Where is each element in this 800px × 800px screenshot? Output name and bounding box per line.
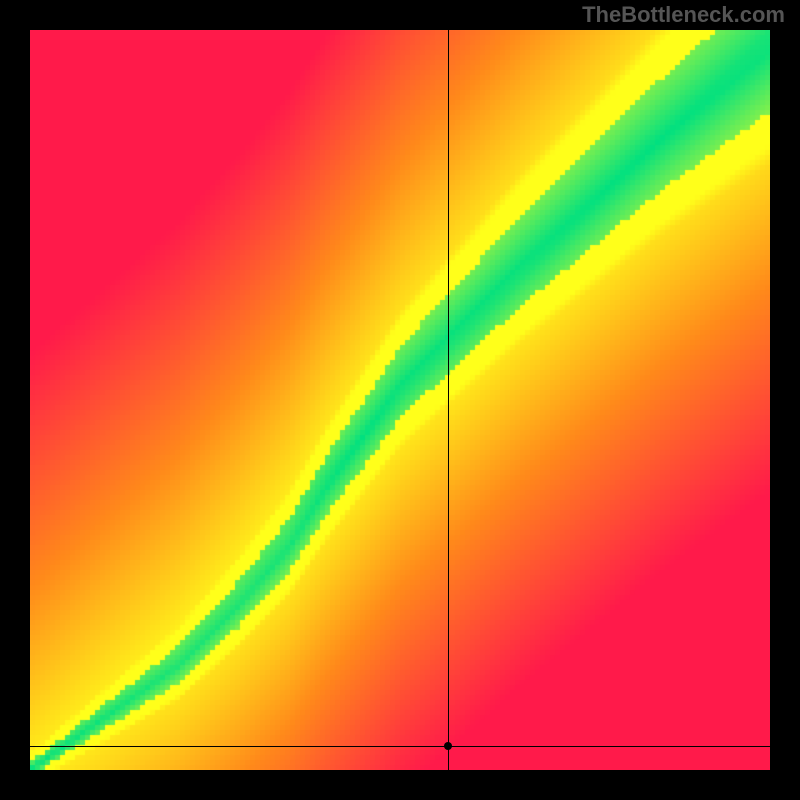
crosshair-vertical: [448, 30, 449, 770]
crosshair-horizontal: [30, 746, 770, 747]
heatmap-canvas: [30, 30, 770, 770]
watermark-text: TheBottleneck.com: [582, 2, 785, 28]
crosshair-dot: [444, 742, 452, 750]
